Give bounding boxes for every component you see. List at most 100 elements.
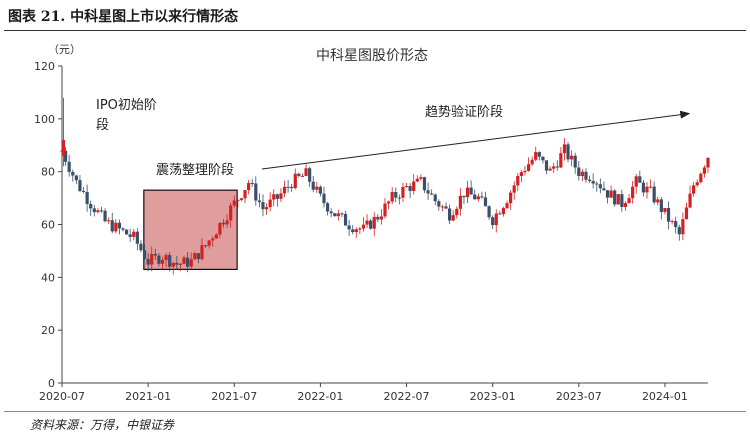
- candle-body: [121, 228, 125, 230]
- candle-body: [282, 186, 287, 194]
- candle-body: [695, 182, 699, 186]
- candle-body: [207, 240, 211, 246]
- candle-body: [146, 259, 150, 265]
- candle-body: [125, 229, 129, 235]
- candle-body: [157, 255, 161, 264]
- candle-body: [656, 199, 660, 203]
- candle-body: [541, 156, 545, 161]
- bottom-rule: [4, 411, 746, 412]
- candle-body: [290, 186, 294, 189]
- candle-body: [537, 152, 541, 157]
- candle-body: [397, 197, 401, 199]
- candle-body: [573, 155, 577, 168]
- candle-body: [634, 176, 638, 187]
- title-rule: [4, 30, 746, 31]
- candle-body: [261, 202, 265, 210]
- candle-body: [372, 216, 376, 229]
- candle-body: [164, 255, 168, 260]
- candle-body: [135, 231, 139, 244]
- candle-body: [505, 203, 509, 209]
- candle-body: [605, 190, 610, 198]
- candle-body: [347, 225, 351, 230]
- candle-body: [218, 222, 222, 235]
- candle-body: [476, 196, 480, 200]
- candle-body: [89, 204, 93, 209]
- candle-body: [620, 194, 624, 207]
- candle-body: [268, 199, 272, 208]
- candle-body: [128, 234, 132, 237]
- candle-body: [264, 207, 269, 210]
- x-tick-label: 2023-01: [470, 390, 516, 403]
- candle-body: [250, 183, 254, 185]
- candle-body: [595, 183, 599, 185]
- candle-body: [304, 168, 308, 176]
- candle-body: [150, 253, 154, 265]
- candle-body: [139, 243, 143, 251]
- candle-body: [103, 210, 107, 222]
- x-tick-label: 2022-07: [384, 390, 430, 403]
- candle-body: [509, 192, 513, 204]
- candle-body: [225, 220, 229, 225]
- candle-body: [275, 194, 279, 199]
- y-tick-label: 40: [41, 271, 55, 284]
- candle-body: [570, 155, 574, 160]
- candle-body: [318, 186, 322, 194]
- candle-body: [419, 177, 423, 179]
- candle-body: [430, 193, 434, 195]
- candle-body: [114, 222, 118, 232]
- candle-body: [200, 245, 204, 260]
- candle-body: [455, 208, 459, 216]
- candle-body: [498, 213, 502, 215]
- candle-body: [404, 186, 409, 188]
- candle-body: [81, 191, 86, 193]
- candle-body: [674, 221, 678, 228]
- candle-body: [107, 220, 111, 222]
- x-tick-label: 2020-07: [39, 390, 85, 403]
- candle-body: [96, 210, 100, 213]
- candle-body: [448, 208, 452, 221]
- candle-body: [336, 213, 340, 217]
- candle-body: [587, 179, 592, 182]
- candle-body: [168, 255, 172, 267]
- candle-body: [631, 186, 635, 199]
- candle-body: [232, 200, 236, 206]
- candle-body: [512, 185, 516, 193]
- candle-body: [160, 259, 165, 264]
- candle-body: [483, 197, 488, 207]
- candle-body: [71, 171, 75, 176]
- axes: 0 20 40 60 80 100 120 2020-07 2021-01 2021-07 2022…: [34, 60, 708, 403]
- candle-body: [401, 186, 405, 198]
- x-tick-label: 2024-01: [642, 390, 688, 403]
- candle-body: [257, 200, 261, 203]
- candle-body: [92, 208, 96, 213]
- candle-body: [308, 168, 312, 182]
- candle-body: [236, 199, 240, 201]
- candle-body: [153, 253, 157, 256]
- ipo-stage-label: IPO初始阶: [96, 98, 157, 113]
- candle-body: [193, 253, 197, 260]
- candle-body: [386, 201, 391, 204]
- candle-body: [555, 166, 559, 168]
- candle-body: [706, 157, 710, 168]
- candle-body: [652, 186, 656, 203]
- candle-body: [229, 205, 233, 221]
- candle-body: [214, 234, 218, 239]
- candle-body: [480, 196, 484, 198]
- candle-body: [577, 167, 581, 177]
- candle-body: [361, 224, 366, 229]
- candle-body: [433, 194, 437, 202]
- candle-body: [351, 229, 355, 233]
- x-tick-label: 2023-07: [556, 390, 602, 403]
- candle-body: [692, 185, 696, 194]
- chart-title: 中科星图股价形态: [316, 48, 428, 64]
- trend-stage-label: 趋势验证阶段: [425, 104, 503, 120]
- candle-body: [211, 238, 215, 241]
- candle-body: [684, 207, 689, 220]
- candle-body: [175, 262, 179, 265]
- y-tick-label: 0: [48, 377, 55, 390]
- candle-body: [548, 168, 552, 171]
- candle-body: [99, 210, 104, 212]
- trend-arrow: [261, 110, 691, 170]
- candle-body: [376, 216, 380, 220]
